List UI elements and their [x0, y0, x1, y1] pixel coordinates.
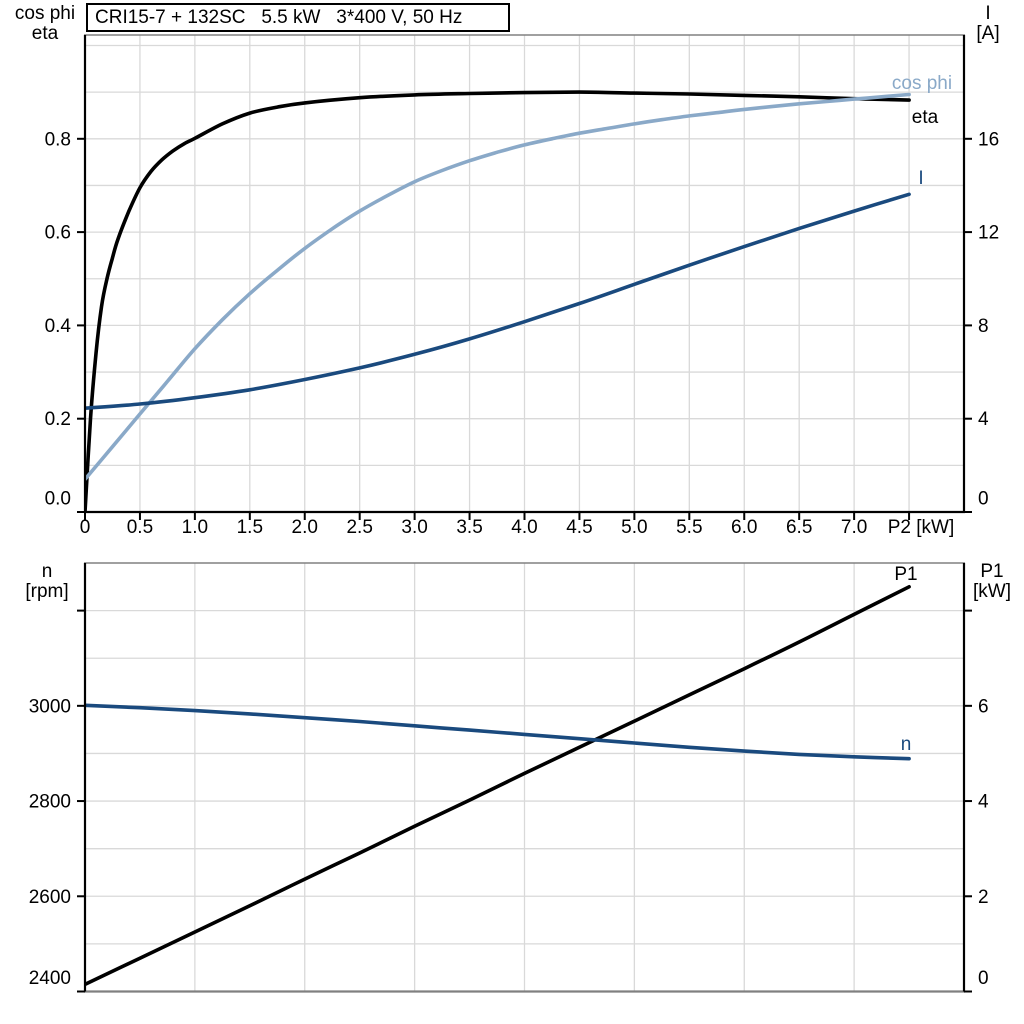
bottom-right-axis-header: P1 [kW] — [962, 562, 1022, 602]
axis-header-cos-phi: cos phi — [14, 3, 76, 24]
x-tick-label: 3.0 — [401, 517, 427, 538]
curve-eta — [85, 90, 911, 512]
curve-P1 — [85, 585, 911, 987]
top-gridlines — [85, 35, 964, 512]
curve-label-P1: P1 — [894, 564, 917, 585]
x-tick-label: 3.5 — [456, 517, 482, 538]
x-tick-label: 0 — [80, 517, 91, 538]
left-tick-label: 0.4 — [45, 316, 72, 337]
x-tick-label: 1.0 — [182, 517, 208, 538]
top-chart: 0.0 0.2 0.4 0.6 0.8 0 4 8 12 16 0 0.5 1.0 1.5 2.0 2.5 3.… — [45, 34, 999, 538]
curve-label-eta: eta — [912, 107, 939, 128]
right-tick-label: 0 — [978, 968, 989, 989]
axis-header-p1: P1 — [980, 561, 1004, 582]
top-right-axis-header: I [A] — [957, 4, 1019, 44]
bottom-gridlines — [85, 563, 964, 992]
right-tick-label: 2 — [978, 887, 989, 908]
right-tick-label: 4 — [978, 792, 989, 813]
top-left-axis-header: cos phi eta — [6, 4, 84, 44]
left-tick-label: 0.8 — [45, 129, 71, 150]
x-tick-label: 4.5 — [566, 517, 592, 538]
axis-header-p1-unit: [kW] — [973, 581, 1011, 602]
axis-header-eta: eta — [31, 23, 59, 44]
right-tick-label: 0 — [978, 489, 989, 510]
left-tick-label: 0.6 — [45, 223, 71, 244]
curve-label-cosphi: cos phi — [892, 73, 952, 94]
curve-label-n: n — [901, 734, 912, 755]
curve-cosphi — [85, 92, 911, 482]
axis-header-speed: n — [41, 561, 53, 582]
left-tick-label: 2600 — [29, 887, 71, 908]
curve-label-I: I — [918, 168, 923, 189]
right-tick-label: 6 — [978, 696, 989, 717]
left-tick-label: 0.2 — [45, 409, 71, 430]
x-tick-label: 6.5 — [786, 517, 812, 538]
bottom-left-axis-header: n [rpm] — [10, 562, 84, 602]
x-tick-label: 6.0 — [731, 517, 757, 538]
x-tick-label: 0.5 — [127, 517, 153, 538]
x-tick-label: 2.0 — [292, 517, 318, 538]
x-tick-label: 2.5 — [346, 517, 372, 538]
left-tick-label: 3000 — [29, 696, 71, 717]
right-tick-label: 12 — [978, 223, 999, 244]
right-tick-label: 8 — [978, 316, 989, 337]
left-tick-label: 2800 — [29, 792, 71, 813]
axis-header-speed-unit: [rpm] — [25, 581, 69, 602]
chart-title: CRI15-7 + 132SC 5.5 kW 3*400 V, 50 Hz — [86, 3, 510, 32]
axis-header-current: I — [985, 3, 991, 24]
x-tick-label: 5.5 — [676, 517, 702, 538]
x-tick-label: 4.0 — [511, 517, 537, 538]
x-tick-label: 1.5 — [237, 517, 263, 538]
left-tick-label: 2400 — [29, 968, 71, 989]
bottom-chart: 2400 2600 2800 3000 0 2 4 6 P1 n — [29, 562, 989, 993]
left-tick-label: 0.0 — [45, 489, 71, 510]
right-tick-label: 16 — [978, 129, 999, 150]
curve-I — [85, 192, 911, 411]
x-tick-label: 7.0 — [841, 517, 867, 538]
right-tick-label: 4 — [978, 409, 989, 430]
curve-n — [85, 703, 911, 761]
x-tick-label: 5.0 — [621, 517, 647, 538]
x-axis-label: P2 [kW] — [888, 517, 955, 538]
axis-header-current-unit: [A] — [976, 23, 1000, 44]
